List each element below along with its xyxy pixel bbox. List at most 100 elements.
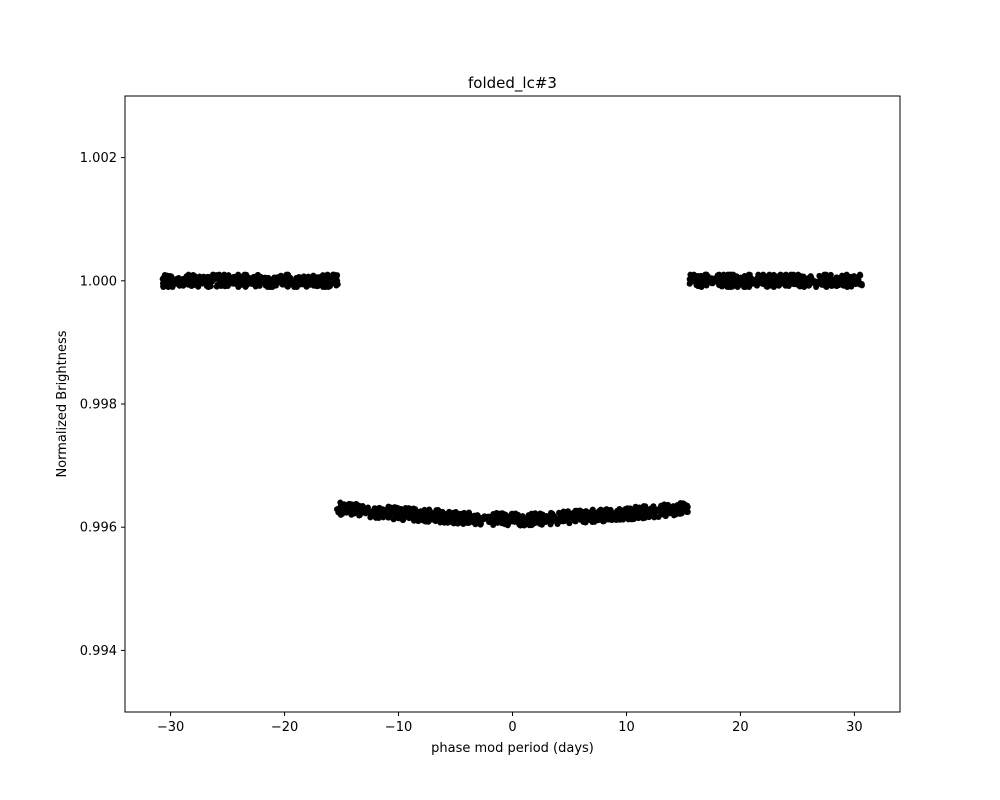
data-point xyxy=(556,509,563,516)
data-point xyxy=(618,512,625,519)
data-point xyxy=(409,510,416,517)
x-tick-label: −30 xyxy=(157,720,184,735)
data-point xyxy=(260,274,267,281)
data-point xyxy=(818,281,825,288)
data-point xyxy=(190,282,197,289)
data-point xyxy=(417,514,424,521)
data-point xyxy=(581,513,588,520)
data-point xyxy=(596,509,603,516)
data-point xyxy=(703,282,710,289)
data-point xyxy=(665,503,672,510)
data-point xyxy=(613,516,620,523)
data-point xyxy=(497,519,504,526)
data-point xyxy=(606,510,613,517)
data-point xyxy=(840,282,847,289)
data-point xyxy=(572,518,579,525)
data-point xyxy=(742,274,749,281)
data-point xyxy=(288,278,295,285)
y-tick-label: 0.994 xyxy=(80,644,117,659)
data-point xyxy=(381,507,388,514)
data-point xyxy=(503,514,510,521)
data-point xyxy=(602,506,609,513)
data-point xyxy=(783,271,790,278)
data-point xyxy=(264,282,271,289)
data-point xyxy=(304,276,311,283)
data-point xyxy=(459,513,466,520)
x-tick-label: 0 xyxy=(508,720,516,735)
data-point xyxy=(394,504,401,511)
y-axis-label: Normalized Brightness xyxy=(55,330,70,477)
data-point xyxy=(269,283,276,290)
data-point xyxy=(326,283,333,290)
plot-frame xyxy=(124,95,901,713)
data-point xyxy=(334,506,341,513)
data-point xyxy=(807,274,814,281)
data-point xyxy=(437,519,444,526)
x-axis: −30 −20 −10 0 10 20 30 xyxy=(157,712,863,735)
data-point xyxy=(640,503,647,510)
x-tick-label: 20 xyxy=(732,720,749,735)
data-point xyxy=(614,508,621,515)
data-point xyxy=(449,514,456,521)
data-point xyxy=(366,510,373,517)
data-point xyxy=(566,514,573,521)
y-axis: 0.994 0.996 0.998 1.000 1.002 xyxy=(80,151,125,659)
data-point xyxy=(356,512,363,519)
data-point xyxy=(630,511,637,518)
data-point xyxy=(526,522,533,529)
data-point xyxy=(640,515,647,522)
data-point xyxy=(590,517,597,524)
data-point xyxy=(749,280,756,287)
data-point xyxy=(497,510,504,517)
data-point xyxy=(529,515,536,522)
data-point xyxy=(519,513,526,520)
data-point xyxy=(296,274,303,281)
data-point xyxy=(333,282,340,289)
data-point xyxy=(224,275,231,282)
data-point xyxy=(848,277,855,284)
data-point xyxy=(704,276,711,283)
data-point xyxy=(160,276,167,283)
data-point xyxy=(839,272,846,279)
data-point xyxy=(687,279,694,286)
data-point xyxy=(718,283,725,290)
data-point xyxy=(795,274,802,281)
data-point xyxy=(346,503,353,510)
data-point xyxy=(517,522,524,529)
data-point xyxy=(191,276,198,283)
data-point xyxy=(390,516,397,523)
data-point xyxy=(601,515,608,522)
data-point xyxy=(800,273,807,280)
data-point xyxy=(317,274,324,281)
data-point xyxy=(235,283,242,290)
data-point xyxy=(773,280,780,287)
data-point xyxy=(574,507,581,514)
data-point xyxy=(683,509,690,516)
data-point xyxy=(670,512,677,519)
data-point xyxy=(825,278,832,285)
data-point xyxy=(230,280,237,287)
x-tick-label: −10 xyxy=(385,720,412,735)
data-point xyxy=(759,273,766,280)
data-point xyxy=(635,515,642,522)
data-point xyxy=(342,508,349,515)
data-point xyxy=(174,276,181,283)
data-point xyxy=(650,512,657,519)
data-point xyxy=(708,280,715,287)
data-point xyxy=(719,279,726,286)
data-point xyxy=(399,517,406,524)
data-point xyxy=(426,506,433,513)
data-point xyxy=(778,272,785,279)
data-point xyxy=(466,513,473,520)
data-point xyxy=(790,271,797,278)
y-tick-label: 0.998 xyxy=(80,398,117,413)
data-point xyxy=(650,503,657,510)
data-point xyxy=(634,507,641,514)
y-tick-label: 0.996 xyxy=(80,521,117,536)
data-point xyxy=(480,516,487,523)
data-point xyxy=(252,283,259,290)
data-point xyxy=(548,511,555,518)
data-point xyxy=(582,519,589,526)
data-point xyxy=(827,271,834,278)
